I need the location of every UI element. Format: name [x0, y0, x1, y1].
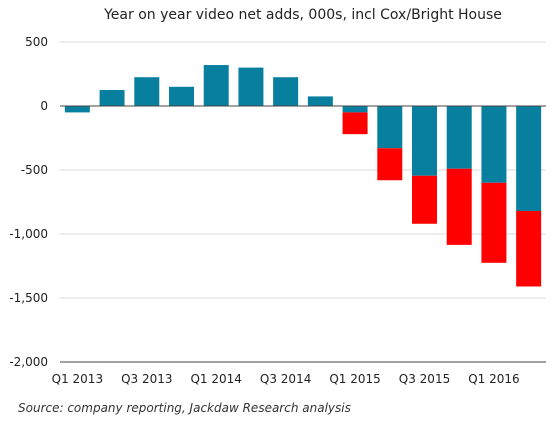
y-tick-label: -1,000: [9, 227, 48, 241]
bar-series-a: [203, 65, 229, 106]
x-tick-label: Q1 2015: [329, 372, 380, 386]
bar-series-b: [377, 148, 403, 181]
bar-series-a: [134, 77, 160, 106]
y-tick-label: 500: [25, 35, 48, 49]
bar-series-a: [273, 77, 299, 106]
x-tick-label: Q3 2014: [260, 372, 311, 386]
bar-series-b: [412, 175, 437, 224]
bar-series-a: [446, 106, 472, 169]
y-tick-label: -1,500: [9, 291, 48, 305]
gridlines: [60, 41, 546, 363]
x-tick-label: Q1 2016: [468, 372, 519, 386]
bar-series-b: [446, 168, 472, 245]
bar-series-a: [99, 90, 125, 106]
bar-series-a: [481, 106, 507, 183]
x-tick-label: Q3 2013: [121, 372, 172, 386]
bar-series-b: [481, 182, 507, 263]
x-tick-label: Q1 2013: [52, 372, 103, 386]
bar-series-a: [377, 106, 403, 149]
y-tick-label: 0: [40, 99, 48, 113]
bar-series-a: [64, 106, 90, 113]
bar-series-a: [342, 106, 368, 113]
source-note: Source: company reporting, Jackdaw Resea…: [18, 401, 351, 415]
x-tick-label: Q1 2014: [190, 372, 241, 386]
bar-series-b: [342, 112, 368, 135]
x-tick-label: Q3 2015: [399, 372, 450, 386]
bar-series-a: [169, 86, 194, 106]
bar-series-a: [238, 67, 264, 106]
y-tick-label: -500: [21, 163, 48, 177]
y-axis: 500 0 -500 -1,000 -1,500 -2,000: [9, 35, 48, 369]
chart-title: Year on year video net adds, 000s, incl …: [103, 7, 502, 23]
bar-series-a: [307, 96, 333, 106]
bars: [64, 65, 542, 287]
bar-series-a: [412, 106, 437, 176]
bar-series-a: [516, 106, 542, 211]
y-tick-label: -2,000: [9, 355, 48, 369]
bar-series-b: [516, 210, 542, 287]
x-axis: Q1 2013 Q3 2013 Q1 2014 Q3 2014 Q1 2015 Q3 20…: [52, 361, 546, 386]
